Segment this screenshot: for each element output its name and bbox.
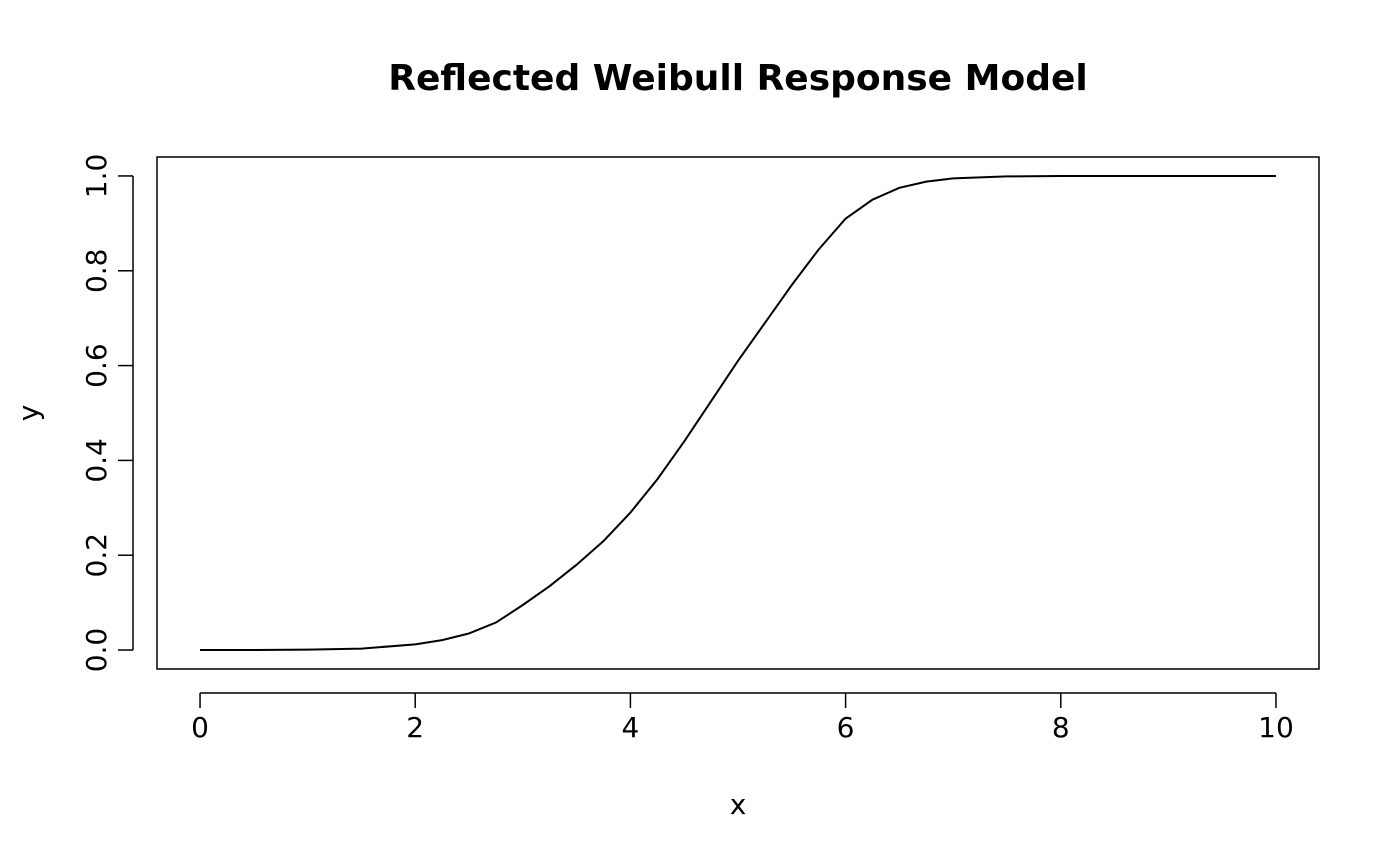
plot-frame [156,156,1320,670]
x-tick-label: 10 [1258,711,1294,744]
x-tick-label: 2 [406,711,424,744]
y-tick-label: 0.4 [80,438,113,483]
y-tick-label: 0.6 [80,343,113,388]
y-tick-label: 0.8 [80,249,113,294]
y-axis-label: y [12,405,45,422]
x-tick-label: 4 [621,711,639,744]
x-tick-label: 0 [191,711,209,744]
y-tick-label: 0.2 [80,533,113,578]
y-tick-label: 0.0 [80,628,113,673]
chart-title: Reflected Weibull Response Model [388,58,1087,99]
x-axis-label: x [730,788,747,821]
y-tick-label: 1.0 [80,154,113,199]
line-series [200,174,1276,652]
x-tick-label: 6 [837,711,855,744]
x-tick-label: 8 [1052,711,1070,744]
